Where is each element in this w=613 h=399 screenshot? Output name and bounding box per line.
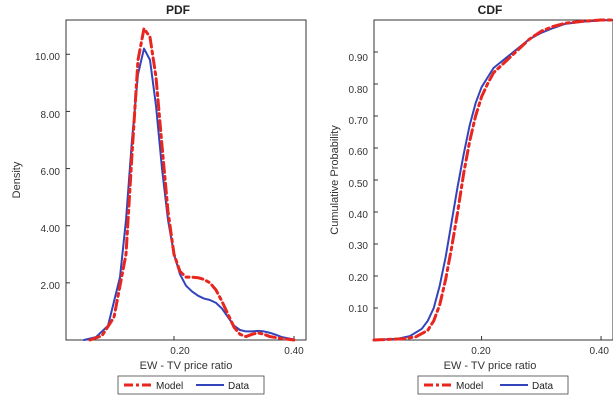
cdf-x-tick-label: 0.20 [471,346,491,357]
pdf-y-ticks: 2.00 4.00 6.00 8.00 10.00 [35,52,60,292]
pdf-title: PDF [166,3,190,17]
cdf-series-model-line [372,18,613,342]
pdf-series-model-line [88,27,296,342]
pdf-y-axis-label: Density [11,161,23,198]
pdf-x-tick-label: 0.40 [284,346,304,357]
cdf-x-ticks: 0.20 0.40 [471,346,609,357]
cdf-y-tick-label: 0.60 [349,147,369,158]
pdf-x-tick-label: 0.20 [170,346,190,357]
pdf-y-tick-label: 8.00 [41,110,61,121]
pdf-legend-box [117,375,265,395]
cdf-y-tick-label: 0.30 [349,241,369,252]
pdf-series-group [66,27,296,342]
pdf-y-tick-label: 10.00 [35,52,60,63]
cdf-legend-box [417,375,569,395]
cdf-x-axis-label: EW - TV price ratio [444,360,537,372]
cdf-legend-data-label: Data [532,381,554,392]
cdf-legend: Model Data [417,375,569,395]
pdf-panel: PDF 2.00 4.00 6.00 8.00 10.00 0.20 0.40 … [11,3,307,395]
cdf-title: CDF [478,3,503,17]
cdf-panel: CDF 0.10 0.20 0.30 0.40 0.50 0.60 0.70 0… [329,3,613,395]
cdf-y-tick-label: 0.20 [349,273,369,284]
cdf-y-tick-label: 0.40 [349,210,369,221]
cdf-y-tick-label: 0.10 [349,304,369,315]
pdf-plot-frame [65,19,307,341]
cdf-y-ticks: 0.10 0.20 0.30 0.40 0.50 0.60 0.70 0.80 … [349,53,369,315]
pdf-legend-model-label: Model [156,381,183,392]
cdf-x-tick-label: 0.40 [590,346,610,357]
pdf-x-ticks: 0.20 0.40 [170,346,304,357]
cdf-legend-model-label: Model [456,381,483,392]
cdf-y-tick-label: 0.50 [349,179,369,190]
cdf-y-tick-label: 0.70 [349,116,369,127]
pdf-x-axis-label: EW - TV price ratio [140,360,233,372]
pdf-legend: Model Data [117,375,265,395]
cdf-series-group [372,18,613,342]
cdf-y-axis-label: Cumulative Probability [329,125,341,235]
pdf-legend-data-label: Data [228,381,250,392]
cdf-y-tick-label: 0.80 [349,85,369,96]
pdf-y-tick-label: 2.00 [41,281,61,292]
pdf-y-tick-label: 6.00 [41,167,61,178]
pdf-y-tick-label: 4.00 [41,224,61,235]
cdf-y-tick-label: 0.90 [349,53,369,64]
